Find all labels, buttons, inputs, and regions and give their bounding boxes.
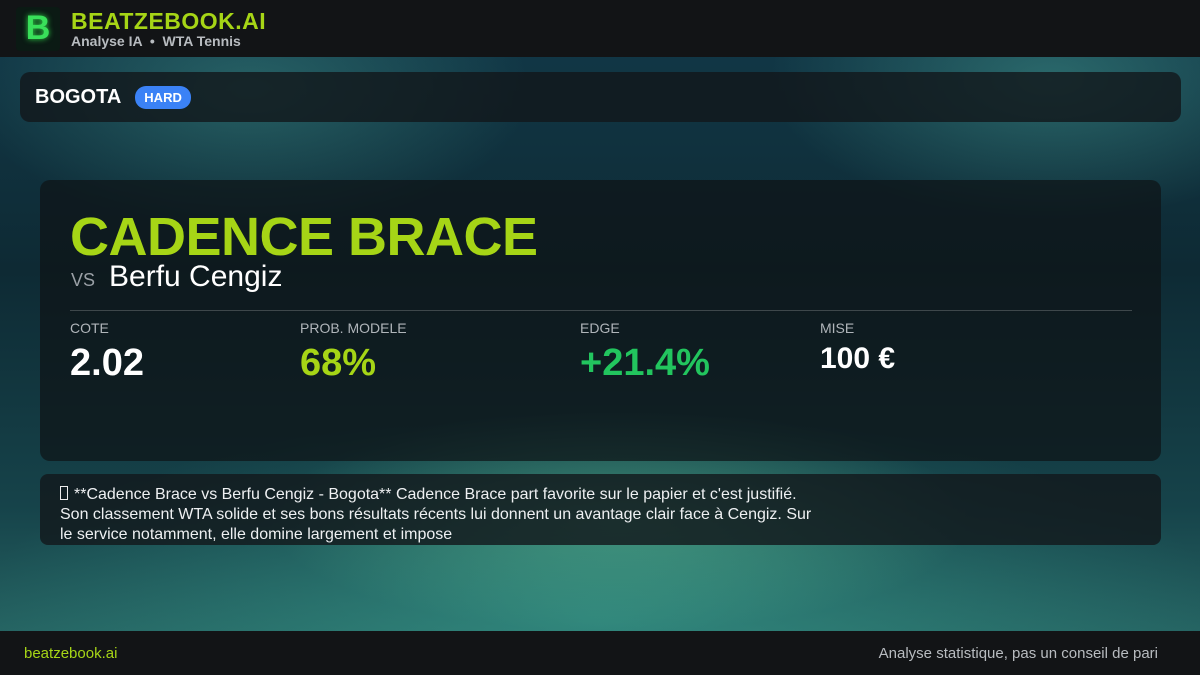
missing-emoji-icon [60,486,68,500]
stat-value: 2.02 [70,342,144,384]
opponent-name: Berfu Cengiz [109,260,283,293]
top-bar: B BEATZEBOOK.AI Analyse IA • WTA Tennis [0,0,1200,57]
footer: beatzebook.ai Analyse statistique, pas u… [0,631,1200,675]
stat-value: 100 € [820,342,896,375]
player-name: CADENCE BRACE [70,207,538,267]
stat-prob: PROB. MODELE 68% [300,320,407,385]
stat-label: COTE [70,320,109,336]
analysis-box: **Cadence Brace vs Berfu Cengiz - Bogota… [40,474,1161,545]
analysis-text: **Cadence Brace vs Berfu Cengiz - Bogota… [60,486,812,543]
footer-site-link[interactable]: beatzebook.ai [24,644,118,662]
stat-label: MISE [820,320,855,336]
brand-subtitle: Analyse IA • WTA Tennis [71,32,241,49]
stat-edge: EDGE +21.4% [580,320,710,385]
brand-title: BEATZEBOOK.AI [71,7,267,34]
stat-mise: MISE 100 € [820,320,895,376]
tournament-name: BOGOTA [35,85,122,108]
stat-cote: COTE 2.02 [70,320,144,385]
footer-disclaimer: Analyse statistique, pas un conseil de p… [878,644,1158,662]
tournament-bar: BOGOTA HARD [20,72,1181,122]
vs-label: VS [71,270,96,290]
divider [70,310,1132,311]
match-card: CADENCE BRACE VS Berfu Cengiz COTE 2.02 … [40,180,1161,461]
surface-badge: HARD [135,85,191,109]
stat-label: EDGE [580,320,620,336]
stat-value: +21.4% [580,342,710,384]
logo: B [16,6,60,51]
stat-label: PROB. MODELE [300,320,407,336]
stat-value: 68% [300,342,377,384]
